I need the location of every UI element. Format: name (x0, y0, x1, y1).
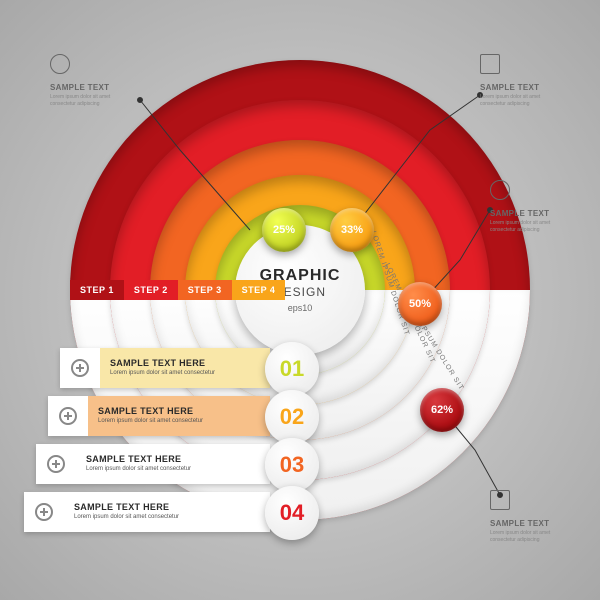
callout-mr: SAMPLE TEXT Lorem ipsum dolor sit amet co… (490, 180, 560, 233)
bar-subtitle: Lorem ipsum dolor sit amet consectetur (86, 466, 260, 473)
page-icon (490, 490, 510, 510)
percent-pill-3: 50% (398, 282, 442, 326)
callout-sub: Lorem ipsum dolor sit amet consectetur a… (480, 94, 550, 107)
bar-title: SAMPLE TEXT HERE (110, 358, 260, 368)
percent-pill-2: 33% (330, 208, 374, 252)
bar-title: SAMPLE TEXT HERE (98, 406, 260, 416)
info-bar-4[interactable]: SAMPLE TEXT HERE Lorem ipsum dolor sit am… (24, 492, 270, 532)
bar-subtitle: Lorem ipsum dolor sit amet consectetur (74, 514, 260, 521)
person-icon (490, 180, 510, 200)
callout-sub: Lorem ipsum dolor sit amet consectetur a… (50, 94, 120, 107)
step-tabs: STEP 1 STEP 2 STEP 3 STEP 4 (70, 280, 285, 300)
arrows-icon (480, 54, 500, 74)
step-tab-2[interactable]: STEP 2 (124, 280, 178, 300)
percent-pill-1: 25% (262, 208, 306, 252)
callout-sub: Lorem ipsum dolor sit amet consectetur a… (490, 220, 560, 233)
info-bar-3[interactable]: SAMPLE TEXT HERE Lorem ipsum dolor sit am… (36, 444, 270, 484)
number-disc-1: 01 (265, 342, 319, 396)
bar-title: SAMPLE TEXT HERE (86, 454, 260, 464)
callout-title: SAMPLE TEXT (50, 83, 120, 92)
step-tab-3[interactable]: STEP 3 (178, 280, 232, 300)
plus-icon[interactable] (36, 444, 76, 484)
callout-title: SAMPLE TEXT (490, 209, 560, 218)
number-disc-3: 03 (265, 438, 319, 492)
bar-subtitle: Lorem ipsum dolor sit amet consectetur (110, 370, 260, 377)
number-disc-2: 02 (265, 390, 319, 444)
callout-br: SAMPLE TEXT Lorem ipsum dolor sit amet co… (490, 490, 560, 543)
info-bar-2[interactable]: SAMPLE TEXT HERE Lorem ipsum dolor sit am… (48, 396, 270, 436)
callout-tl: SAMPLE TEXT Lorem ipsum dolor sit amet co… (50, 54, 120, 107)
step-tab-1[interactable]: STEP 1 (70, 280, 124, 300)
globe-icon (50, 54, 70, 74)
number-disc-4: 04 (265, 486, 319, 540)
bar-title: SAMPLE TEXT HERE (74, 502, 260, 512)
bar-subtitle: Lorem ipsum dolor sit amet consectetur (98, 418, 260, 425)
center-note: eps10 (288, 303, 313, 313)
percent-pill-4: 62% (420, 388, 464, 432)
infographic-stage: LOREM IPSUM DOLOR SIT LOREM IPSUM DOLOR … (0, 0, 600, 600)
callout-title: SAMPLE TEXT (490, 519, 560, 528)
callout-sub: Lorem ipsum dolor sit amet consectetur a… (490, 530, 560, 543)
callout-title: SAMPLE TEXT (480, 83, 550, 92)
plus-icon[interactable] (24, 492, 64, 532)
plus-icon[interactable] (48, 396, 88, 436)
step-tab-4[interactable]: STEP 4 (232, 280, 286, 300)
plus-icon[interactable] (60, 348, 100, 388)
info-bar-1[interactable]: SAMPLE TEXT HERE Lorem ipsum dolor sit am… (60, 348, 270, 388)
callout-tr: SAMPLE TEXT Lorem ipsum dolor sit amet co… (480, 54, 550, 107)
